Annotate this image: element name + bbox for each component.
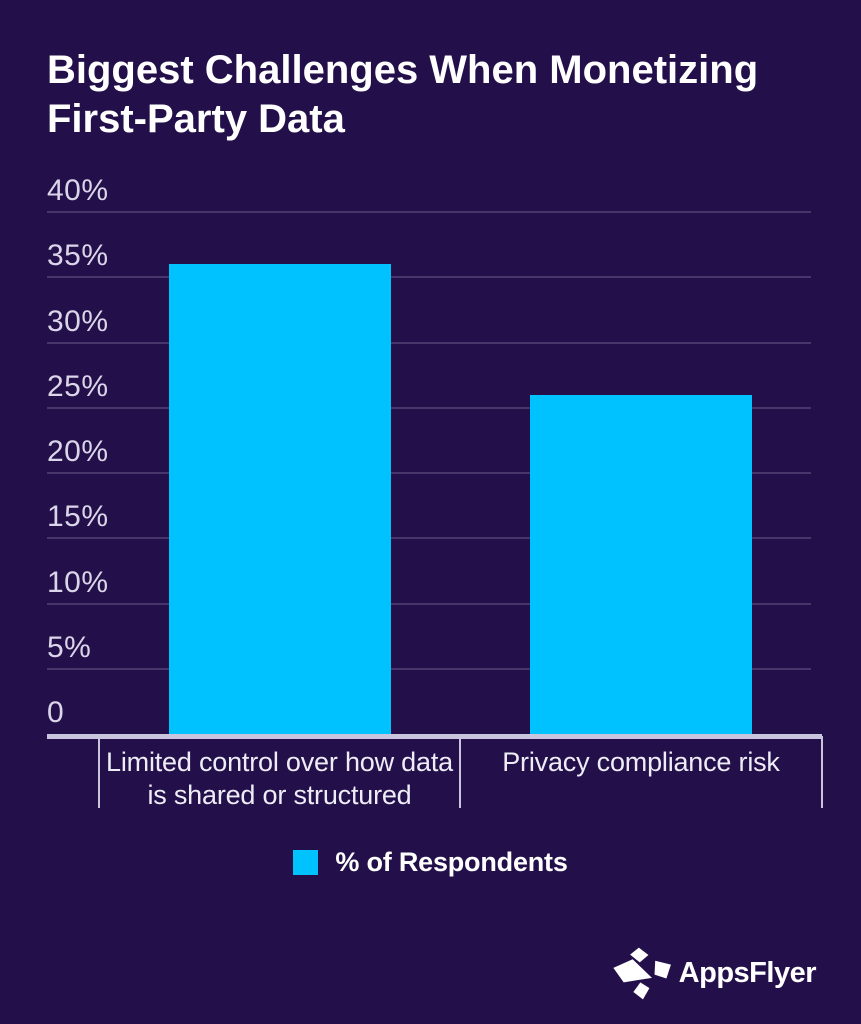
x-axis-line [47,734,822,739]
appsflyer-logo-icon [613,947,671,1000]
gridline [47,341,811,344]
category-label-1: Limited control over how data is shared o… [99,746,460,812]
legend-label: % of Respondents [335,847,568,877]
y-axis-tick-label: 5% [47,630,92,664]
category-label-line: Limited control over how data [106,747,453,777]
y-axis-tick-label: 20% [47,435,109,468]
gridline [47,276,811,279]
gridline [47,602,811,605]
y-axis-tick-label: 35% [47,239,109,273]
chart-title-line-2: First-Party Data [47,97,345,141]
appsflyer-logo-text: AppsFlyer [678,956,817,989]
legend-swatch [293,850,319,875]
y-axis-tick-label: 0 [47,696,65,729]
y-axis-tick-label: 10% [47,565,109,599]
category-label-line: Privacy compliance risk [502,747,780,777]
gridline [47,211,811,213]
appsflyer-logo: AppsFlyer [612,946,817,1000]
chart-title: Biggest Challenges When Monetizing First… [47,46,758,144]
bar-2 [530,394,752,734]
x-axis-tick-mark [459,736,461,808]
x-axis-tick-mark [821,736,823,808]
legend: % of Respondents [0,847,861,878]
y-axis-tick-label: 15% [47,500,109,534]
y-axis-tick-label: 30% [47,304,109,338]
y-axis-tick-label: 40% [47,174,109,207]
category-label-2: Privacy compliance risk [460,746,822,779]
gridline [47,472,811,474]
gridline [47,537,811,540]
gridline [47,406,811,409]
chart-title-line-1: Biggest Challenges When Monetizing [47,48,759,92]
bar-1 [168,264,391,734]
category-label-line: is shared or structured [147,780,412,810]
x-axis-tick-mark [98,736,100,808]
gridline [47,667,811,670]
y-axis-tick-label: 25% [47,369,109,403]
